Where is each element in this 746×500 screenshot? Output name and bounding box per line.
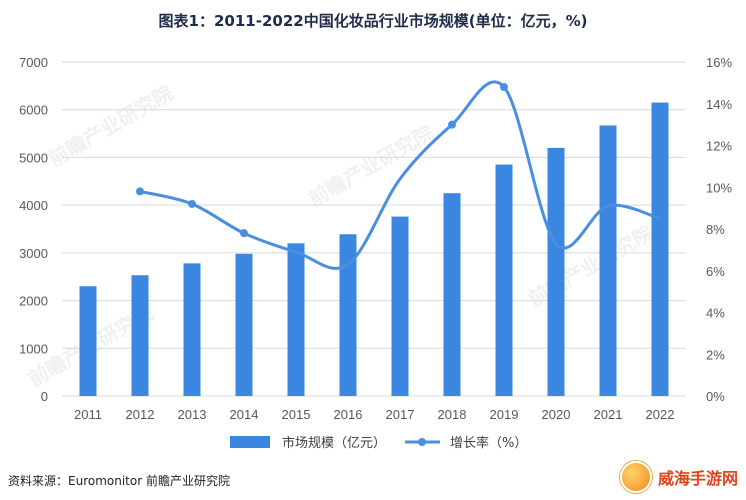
y-right-tick-label: 10%: [706, 180, 732, 195]
y-right-tick-label: 0%: [706, 389, 725, 404]
bar: [651, 102, 669, 397]
x-tick-label: 2011: [74, 407, 102, 422]
x-tick-label: 2015: [282, 407, 311, 422]
line-point: [448, 120, 456, 129]
x-tick-label: 2012: [126, 407, 155, 422]
bar: [79, 286, 97, 396]
x-tick-label: 2019: [490, 407, 519, 422]
y-left-tick-label: 6000: [19, 103, 48, 118]
x-tick-label: 2014: [230, 407, 259, 422]
y-right-tick-label: 8%: [706, 222, 725, 237]
y-left-tick-label: 3000: [19, 246, 48, 261]
x-tick-label: 2020: [542, 407, 571, 422]
y-left-tick-label: 1000: [19, 341, 48, 356]
line-point: [136, 187, 144, 196]
y-right-tick-label: 6%: [706, 264, 725, 279]
y-right-tick-label: 12%: [706, 139, 732, 154]
brand-logo-icon: [619, 461, 652, 493]
bar: [443, 193, 461, 396]
bar: [495, 164, 513, 396]
chart-title: 图表1：2011-2022中国化妆品行业市场规模(单位：亿元，%): [158, 12, 588, 30]
brand-badge: 威海手游网: [619, 461, 738, 493]
bar: [599, 125, 617, 397]
legend-label: 增长率（%）: [450, 435, 527, 451]
y-right-tick-label: 2%: [706, 347, 725, 362]
bar: [183, 263, 201, 396]
bar: [547, 147, 565, 396]
x-tick-label: 2021: [594, 407, 623, 422]
y-right-tick-label: 14%: [706, 97, 732, 112]
x-tick-label: 2013: [178, 407, 207, 422]
y-left-tick-label: 4000: [19, 198, 48, 213]
x-tick-label: 2017: [386, 407, 415, 422]
y-right-tick-label: 16%: [706, 55, 732, 70]
bar: [339, 234, 357, 396]
source-note: 资料来源：Euromonitor 前瞻产业研究院: [8, 474, 230, 488]
brand-name: 威海手游网: [657, 469, 738, 488]
legend-label: 市场规模（亿元）: [282, 435, 386, 451]
x-tick-label: 2018: [438, 407, 467, 422]
bar: [235, 253, 253, 396]
y-left-tick-label: 7000: [19, 55, 48, 70]
legend-line-marker: [418, 438, 426, 446]
x-tick-label: 2022: [646, 407, 675, 422]
y-right-tick-label: 4%: [706, 306, 725, 321]
line-point: [188, 199, 196, 208]
line-point: [500, 83, 508, 92]
y-left-tick-label: 0: [41, 389, 48, 404]
bar: [391, 216, 409, 396]
bar: [131, 275, 149, 396]
legend-bar-swatch: [230, 436, 270, 448]
line-point: [240, 229, 248, 238]
bar: [287, 243, 305, 396]
x-tick-label: 2016: [334, 407, 363, 422]
y-left-tick-label: 5000: [19, 150, 48, 165]
y-left-tick-label: 2000: [19, 294, 48, 309]
